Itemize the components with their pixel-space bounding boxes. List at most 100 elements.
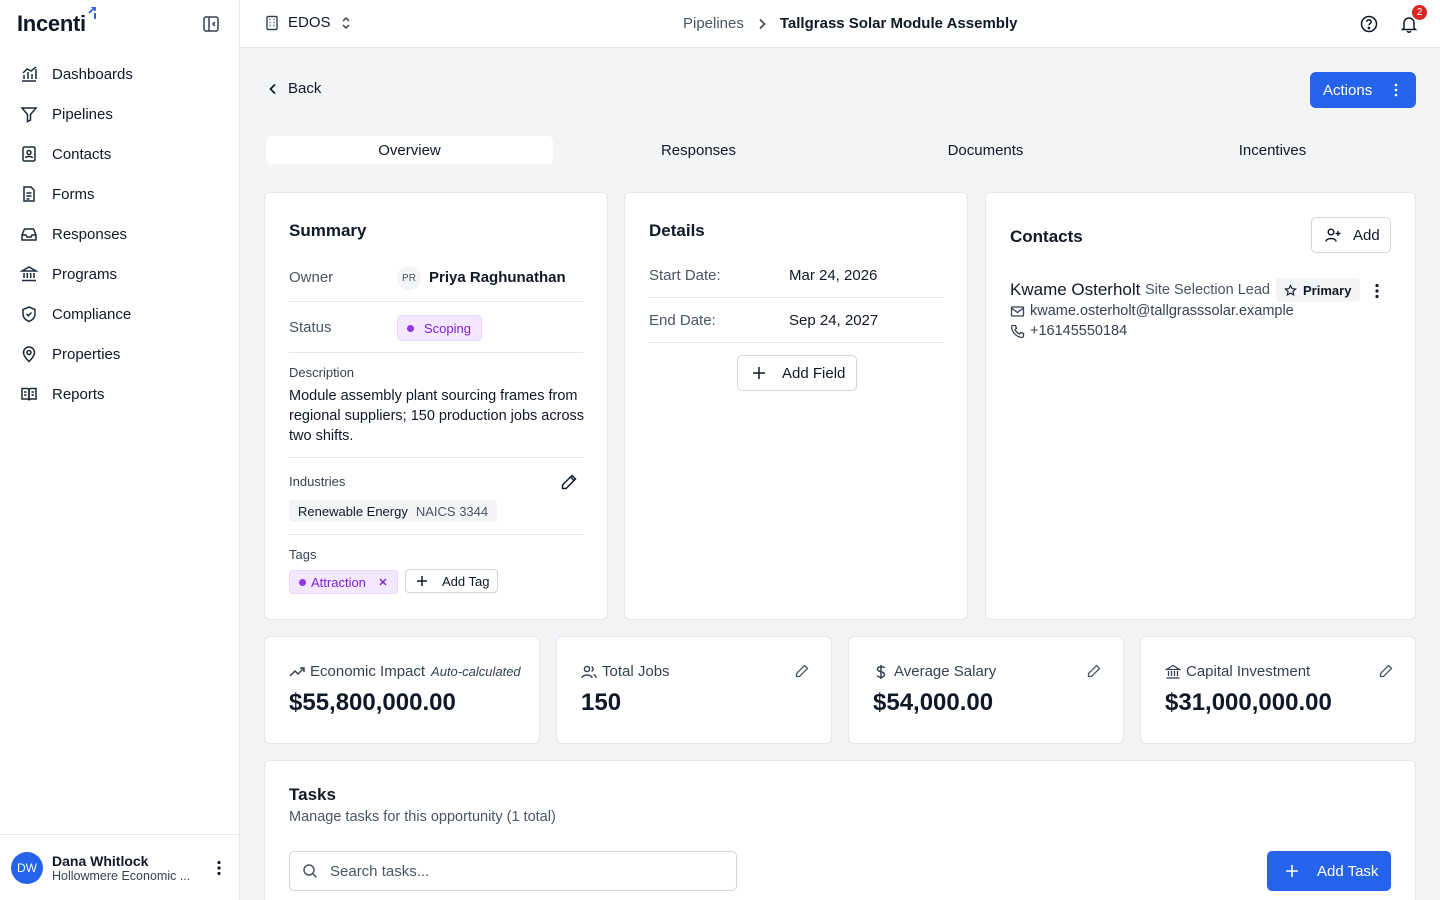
tab-incentives[interactable]: Incentives <box>1238 141 1307 159</box>
sidebar-item-pipelines[interactable]: Pipelines <box>0 94 239 134</box>
status-dot <box>407 324 414 332</box>
user-name: Dana Whitlock <box>52 852 149 869</box>
tab-documents[interactable]: Documents <box>947 141 1024 159</box>
sidebar-item-label: Pipelines <box>52 105 113 123</box>
contact-phone-row: +16145550184 <box>1010 323 1127 339</box>
metric-label: Capital Investment <box>1186 663 1311 680</box>
user-menu[interactable]: DW Dana Whitlock Hollowmere Economic ... <box>0 834 240 900</box>
description-label: Description <box>289 365 355 380</box>
details-card: Details Start Date: Mar 24, 2026 End Dat… <box>624 192 968 620</box>
pencil-icon[interactable] <box>795 664 809 678</box>
sidebar-item-dashboards[interactable]: Dashboards <box>0 54 239 94</box>
app-logo[interactable]: Incenti <box>17 7 97 37</box>
divider <box>289 457 583 458</box>
tab-overview[interactable]: Overview <box>266 136 553 164</box>
contact-email[interactable]: kwame.osterholt@tallgrasssolar.example <box>1030 303 1294 319</box>
tags-label: Tags <box>289 547 317 562</box>
contact-phone[interactable]: +16145550184 <box>1030 323 1128 339</box>
close-icon[interactable] <box>378 577 388 587</box>
start-date-value[interactable]: Mar 24, 2026 <box>789 267 878 284</box>
sidebar-item-properties[interactable]: Properties <box>0 334 239 374</box>
tag-chip: Attraction <box>289 570 398 594</box>
industries-label: Industries <box>289 474 346 489</box>
plus-icon <box>1286 865 1298 877</box>
more-vertical-icon[interactable] <box>1367 281 1387 301</box>
breadcrumb-current: Tallgrass Solar Module Assembly <box>779 15 1018 32</box>
sidebar-item-programs[interactable]: Programs <box>0 254 239 294</box>
collapse-sidebar-icon[interactable] <box>201 14 221 34</box>
user-plus-icon <box>1325 228 1341 242</box>
users-icon <box>581 665 597 678</box>
back-button[interactable]: Back <box>266 80 321 97</box>
org-name: EDOS <box>288 14 331 31</box>
sidebar-item-label: Contacts <box>52 145 112 163</box>
plus-icon <box>417 576 427 586</box>
summary-title: Summary <box>289 221 367 240</box>
add-field-label: Add Field <box>782 364 846 382</box>
shield-icon <box>22 306 36 323</box>
sidebar-item-reports[interactable]: Reports <box>0 374 239 414</box>
back-label: Back <box>288 80 322 97</box>
sidebar-item-responses[interactable]: Responses <box>0 214 239 254</box>
bell-icon[interactable] <box>1399 14 1419 34</box>
sidebar-item-label: Responses <box>52 225 128 243</box>
status-badge[interactable]: Scoping <box>397 315 482 341</box>
bank-icon <box>20 266 38 282</box>
actions-button[interactable]: Actions <box>1310 72 1416 108</box>
summary-card: Summary Owner PR Priya Raghunathan Statu… <box>264 192 608 620</box>
contact-book-icon <box>22 146 36 162</box>
sidebar-nav: Dashboards Pipelines Contacts Forms Resp… <box>0 54 239 414</box>
pencil-icon[interactable] <box>1087 664 1101 678</box>
tag-label: Attraction <box>311 574 366 590</box>
top-bar: EDOS Pipelines Tallgrass Solar Module As… <box>240 0 1440 48</box>
chevron-left-icon <box>269 83 276 94</box>
tab-responses[interactable]: Responses <box>660 141 737 159</box>
divider <box>289 352 583 353</box>
add-tag-button[interactable]: Add Tag <box>405 569 499 593</box>
task-search <box>289 851 737 891</box>
org-switcher[interactable]: EDOS <box>264 14 353 31</box>
breadcrumb-pipelines[interactable]: Pipelines <box>683 15 744 32</box>
description-text: Module assembly plant sourcing frames fr… <box>289 388 585 444</box>
more-vertical-icon <box>1394 83 1398 97</box>
metric-economic-impact: Economic Impact Auto-calculated $55,800,… <box>264 636 540 744</box>
end-date-value[interactable]: Sep 24, 2027 <box>789 312 879 329</box>
primary-label: Primary <box>1303 282 1352 298</box>
primary-badge: Primary <box>1276 278 1361 302</box>
add-task-button[interactable]: Add Task <box>1267 851 1391 891</box>
metric-value: $54,000.00 <box>873 689 994 716</box>
metric-value: 150 <box>581 689 622 716</box>
pencil-icon[interactable] <box>560 473 578 491</box>
building-icon <box>266 15 278 30</box>
add-contact-button[interactable]: Add <box>1311 217 1391 253</box>
industry-chip: Renewable Energy NAICS 3344 <box>289 500 498 522</box>
chart-icon <box>22 66 37 82</box>
metric-average-salary: Average Salary $54,000.00 <box>848 636 1124 744</box>
metric-label: Economic Impact <box>310 663 426 680</box>
contact-name[interactable]: Kwame Osterholt <box>1010 280 1141 299</box>
bank-icon <box>1165 664 1181 679</box>
add-field-button[interactable]: Add Field <box>737 355 857 391</box>
metric-value: $55,800,000.00 <box>289 689 456 716</box>
metric-label-row: Average Salary <box>873 663 996 680</box>
start-date-label: Start Date: <box>649 267 721 284</box>
metric-capital-investment: Capital Investment $31,000,000.00 <box>1140 636 1416 744</box>
status-value: Scoping <box>424 320 471 336</box>
owner-name[interactable]: Priya Raghunathan <box>429 269 566 286</box>
help-icon[interactable] <box>1359 14 1379 34</box>
sidebar-item-contacts[interactable]: Contacts <box>0 134 239 174</box>
sidebar: Incenti Dashboards Pipelines Contacts Fo… <box>0 0 240 900</box>
owner-label: Owner <box>289 269 334 286</box>
more-vertical-icon[interactable] <box>209 858 229 878</box>
metric-label: Average Salary <box>894 663 997 680</box>
tasks-card: Tasks Manage tasks for this opportunity … <box>264 760 1416 900</box>
document-icon <box>23 186 35 202</box>
owner-avatar: PR <box>397 266 421 290</box>
sidebar-item-forms[interactable]: Forms <box>0 174 239 214</box>
sidebar-item-compliance[interactable]: Compliance <box>0 294 239 334</box>
chevron-up-down-icon <box>341 16 350 29</box>
divider <box>289 301 583 302</box>
search-input[interactable] <box>330 862 736 880</box>
pencil-icon[interactable] <box>1379 664 1393 678</box>
industry-name: Renewable Energy <box>298 503 408 519</box>
